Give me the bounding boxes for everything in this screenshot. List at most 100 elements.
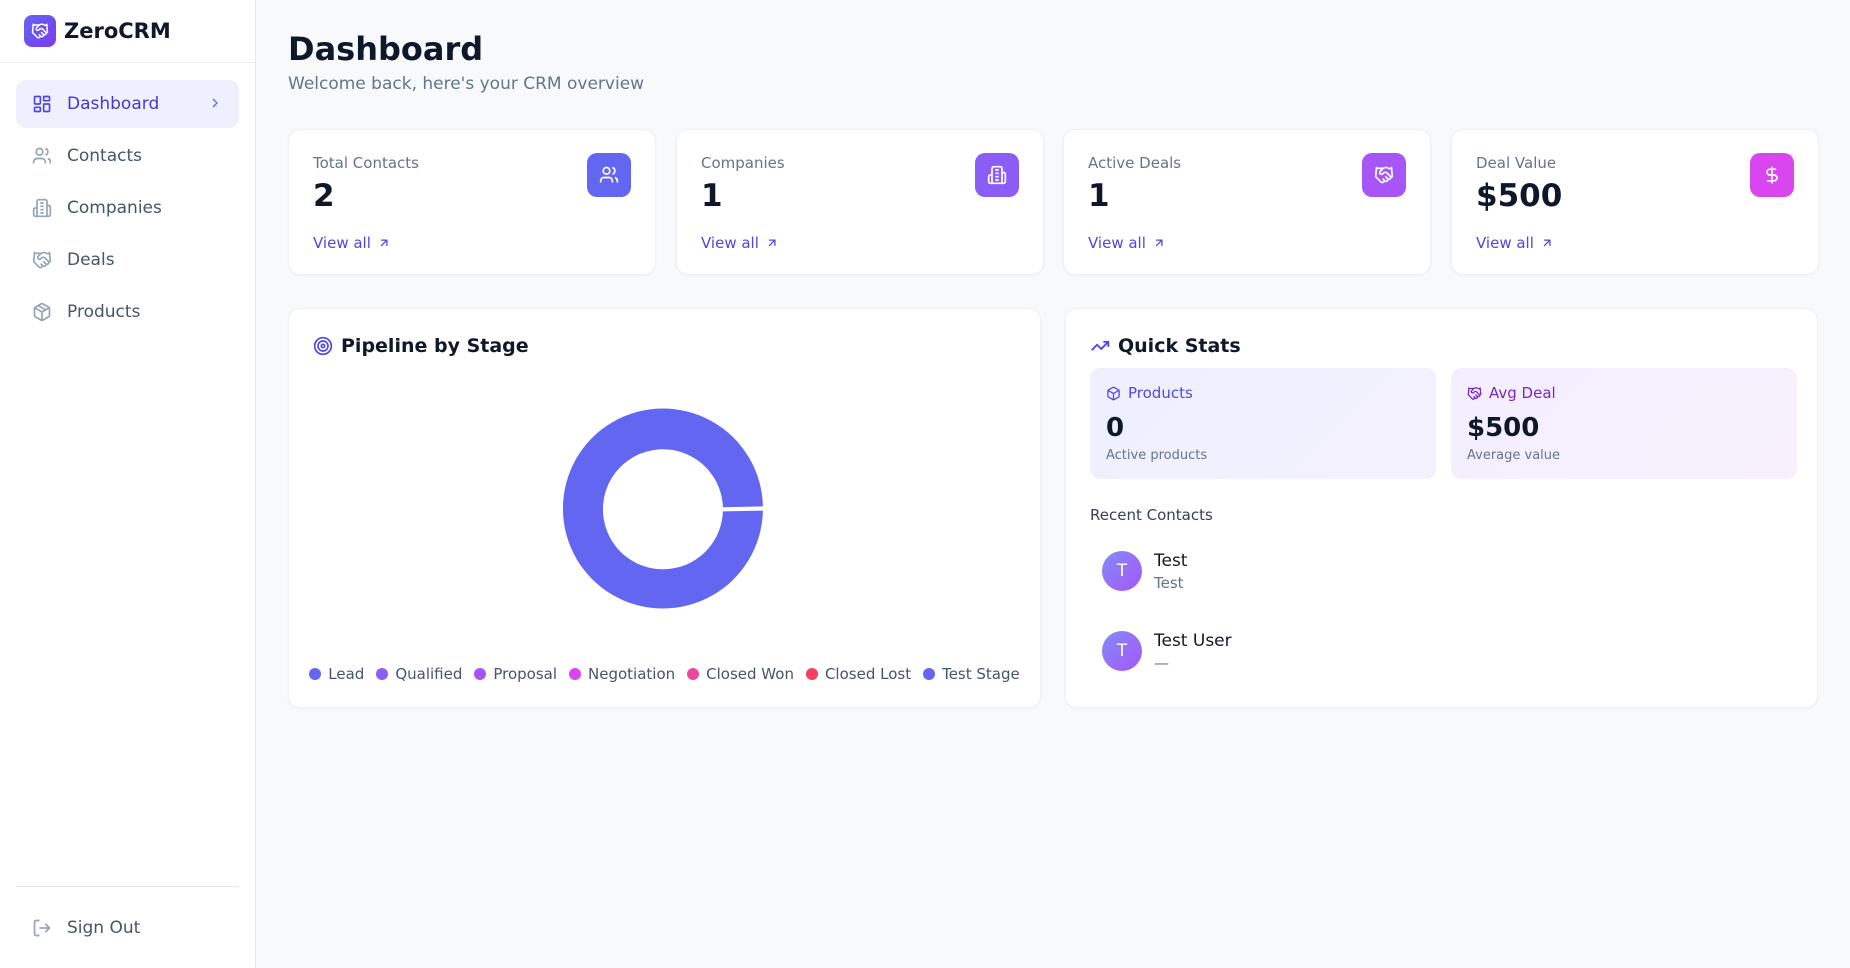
sign-out-button[interactable]: Sign Out: [16, 904, 239, 952]
contact-text: Test User —: [1154, 631, 1232, 672]
sign-out-label: Sign Out: [67, 918, 141, 938]
view-all-label: View all: [1088, 234, 1146, 252]
pipeline-title: Pipeline by Stage: [313, 335, 529, 357]
legend-label: Closed Won: [706, 665, 794, 683]
stat-label: Deal Value: [1476, 154, 1557, 172]
view-all-contacts-link[interactable]: View all: [313, 234, 391, 252]
legend-dot: [309, 668, 322, 680]
pipeline-title-text: Pipeline by Stage: [341, 335, 529, 357]
target-icon: [313, 336, 333, 356]
building-icon: [32, 198, 52, 218]
package-icon: [32, 302, 52, 322]
users-icon: [32, 146, 52, 166]
quick-stat-label: Products: [1128, 384, 1193, 402]
quick-stat-header: Avg Deal: [1467, 384, 1556, 402]
view-all-label: View all: [1476, 234, 1534, 252]
quick-stats-panel: Quick Stats Products 0 Active products A…: [1065, 308, 1818, 708]
legend-item-proposal[interactable]: Proposal: [474, 665, 557, 683]
quick-stat-products: Products 0 Active products: [1090, 368, 1436, 479]
legend-item-qualified[interactable]: Qualified: [376, 665, 462, 683]
legend-label: Test Stage: [942, 665, 1020, 683]
quick-stat-sub: Average value: [1467, 448, 1561, 463]
quick-stat-avg-deal: Avg Deal $500 Average value: [1451, 368, 1797, 479]
legend-dot: [923, 668, 936, 680]
arrow-up-right-icon: [1155, 239, 1163, 247]
pipeline-legend: Lead Qualified Proposal Negotiation Clos…: [289, 665, 1040, 683]
pipeline-donut-chart[interactable]: [559, 407, 767, 615]
legend-label: Lead: [328, 665, 365, 683]
sidebar-item-deals[interactable]: Deals: [16, 236, 239, 284]
avatar: T: [1102, 551, 1142, 591]
legend-label: Closed Lost: [824, 665, 912, 683]
contact-name: Test: [1154, 550, 1188, 571]
arrow-up-right-icon: [380, 239, 388, 247]
sidebar-divider: [16, 886, 239, 887]
arrow-up-right-icon: [768, 239, 776, 247]
stat-card-total-contacts: Total Contacts 2 View all: [288, 129, 656, 275]
handshake-icon: [32, 250, 52, 270]
pipeline-panel: Pipeline by Stage Lead Qualified Proposa…: [288, 308, 1041, 708]
donut-segment-test-stage: [562, 408, 763, 609]
app-name: ZeroCRM: [64, 19, 171, 43]
quick-stat-label: Avg Deal: [1489, 384, 1556, 402]
recent-contact-item[interactable]: T Test Test: [1090, 539, 1780, 603]
contact-text: Test Test: [1154, 551, 1187, 592]
sidebar-item-companies[interactable]: Companies: [16, 184, 239, 232]
view-all-companies-link[interactable]: View all: [701, 234, 779, 252]
legend-label: Qualified: [395, 665, 463, 683]
contact-name: Test User: [1154, 630, 1232, 651]
sidebar-item-label: Companies: [67, 198, 162, 218]
stat-value: 2: [313, 178, 335, 214]
sidebar-item-products[interactable]: Products: [16, 288, 239, 336]
view-all-deals-link[interactable]: View all: [1088, 234, 1166, 252]
stat-label: Active Deals: [1088, 154, 1182, 172]
stat-value: $500: [1476, 178, 1563, 214]
view-all-label: View all: [313, 234, 371, 252]
dashboard-grid-icon: [32, 94, 52, 114]
stat-label: Companies: [701, 154, 785, 172]
legend-dot: [569, 668, 582, 680]
users-icon: [587, 153, 631, 197]
sidebar-item-contacts[interactable]: Contacts: [16, 132, 239, 180]
recent-contact-item[interactable]: T Test User —: [1090, 619, 1780, 683]
handshake-logo-icon: [24, 15, 56, 47]
legend-item-closed-won[interactable]: Closed Won: [687, 665, 794, 683]
page-subtitle: Welcome back, here's your CRM overview: [288, 74, 645, 94]
dollar-icon: [1750, 153, 1794, 197]
quick-stats-title-text: Quick Stats: [1118, 335, 1241, 357]
brand[interactable]: ZeroCRM: [0, 0, 255, 63]
view-all-deal-value-link[interactable]: View all: [1476, 234, 1554, 252]
page-title: Dashboard: [288, 30, 484, 68]
stat-card-active-deals: Active Deals 1 View all: [1063, 129, 1431, 275]
stat-card-deal-value: Deal Value $500 View all: [1451, 129, 1819, 275]
legend-item-lead[interactable]: Lead: [309, 665, 364, 683]
quick-stat-header: Products: [1106, 384, 1193, 402]
quick-stat-value: $500: [1467, 413, 1540, 443]
legend-item-test-stage[interactable]: Test Stage: [923, 665, 1020, 683]
handshake-icon: [1467, 386, 1482, 401]
legend-dot: [474, 668, 487, 680]
stat-value: 1: [1088, 178, 1110, 214]
quick-stats-title: Quick Stats: [1090, 335, 1241, 357]
legend-dot: [376, 668, 389, 680]
stat-label: Total Contacts: [313, 154, 419, 172]
arrow-up-right-icon: [1543, 239, 1551, 247]
stat-card-companies: Companies 1 View all: [676, 129, 1044, 275]
handshake-icon: [1362, 153, 1406, 197]
legend-dot: [687, 668, 700, 680]
avatar: T: [1102, 631, 1142, 671]
sidebar-item-label: Deals: [67, 250, 115, 270]
legend-label: Negotiation: [588, 665, 676, 683]
sidebar-item-label: Products: [67, 302, 141, 322]
recent-contacts-label: Recent Contacts: [1090, 506, 1213, 524]
stat-value: 1: [701, 178, 723, 214]
package-icon: [1106, 386, 1121, 401]
legend-dot: [805, 668, 818, 680]
contact-company: Test: [1154, 573, 1184, 592]
sidebar-nav: Dashboard Contacts Companies Deals: [0, 63, 255, 336]
sidebar-item-label: Contacts: [67, 146, 142, 166]
legend-item-closed-lost[interactable]: Closed Lost: [805, 665, 912, 683]
legend-item-negotiation[interactable]: Negotiation: [569, 665, 675, 683]
sidebar-item-dashboard[interactable]: Dashboard: [16, 80, 239, 128]
sidebar-item-label: Dashboard: [67, 94, 160, 114]
